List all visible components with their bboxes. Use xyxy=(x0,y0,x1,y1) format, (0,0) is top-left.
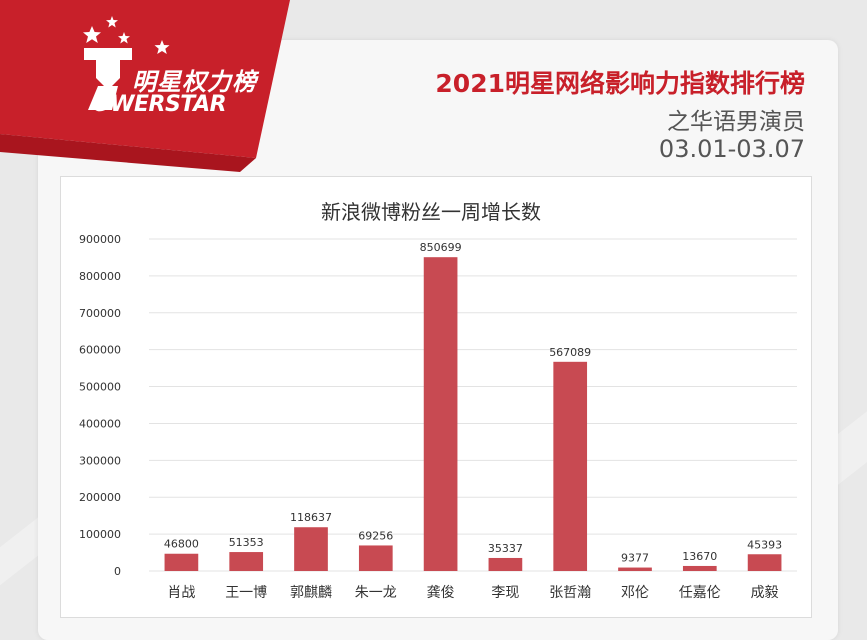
bar xyxy=(358,545,393,571)
logo-english-text: OWERSTAR xyxy=(92,92,227,117)
x-tick-label: 任嘉伦 xyxy=(679,585,721,601)
grid-lines xyxy=(149,238,797,572)
bar xyxy=(488,557,523,571)
date-range: 03.01-03.07 xyxy=(658,135,805,163)
y-tick-label: 0 xyxy=(114,565,121,578)
star-icon xyxy=(83,26,101,43)
y-tick-label: 300000 xyxy=(79,454,121,467)
x-tick-label: 李现 xyxy=(491,585,519,601)
star-icon xyxy=(118,32,130,44)
y-axis: 0 100000 200000 300000 400000 500000 600000 700… xyxy=(79,233,121,578)
bar xyxy=(423,257,458,571)
data-label: 51353 xyxy=(229,536,264,549)
x-tick-label: 龚俊 xyxy=(427,585,455,601)
y-tick-label: 500000 xyxy=(79,381,121,394)
data-label: 35337 xyxy=(488,542,523,555)
y-tick-label: 700000 xyxy=(79,307,121,320)
data-label: 13670 xyxy=(682,550,717,563)
bar xyxy=(164,553,199,571)
y-tick-label: 900000 xyxy=(79,233,121,246)
star-icon xyxy=(154,40,170,54)
powerstar-banner xyxy=(0,0,290,172)
data-label: 118637 xyxy=(290,511,332,524)
x-tick-label: 肖战 xyxy=(167,585,195,601)
x-tick-label: 朱一龙 xyxy=(355,585,397,601)
data-labels: 46800 51353 118637 69256 850699 35337 567089 93… xyxy=(164,241,782,564)
bar xyxy=(682,565,717,571)
x-tick-label: 成毅 xyxy=(751,584,779,601)
bar xyxy=(553,361,588,571)
page-title: 2021明星网络影响力指数排行榜 xyxy=(435,69,805,98)
y-tick-label: 800000 xyxy=(79,270,121,283)
page-subtitle: 之华语男演员 xyxy=(667,109,805,135)
x-tick-label: 郭麒麟 xyxy=(290,584,332,601)
logo-chinese-text: 明星权力榜 xyxy=(132,68,257,96)
x-tick-label: 张哲瀚 xyxy=(549,585,591,601)
bar xyxy=(747,554,782,571)
data-label: 69256 xyxy=(358,529,393,542)
bar xyxy=(618,567,652,571)
y-tick-label: 400000 xyxy=(79,417,121,430)
y-tick-label: 100000 xyxy=(79,528,121,541)
data-label: 46800 xyxy=(164,538,199,551)
data-label: 850699 xyxy=(420,241,462,254)
star-icon xyxy=(106,16,118,28)
data-label: 45393 xyxy=(747,538,782,551)
x-axis: 肖战 王一博 郭麒麟 朱一龙 龚俊 李现 张哲瀚 邓伦 任嘉伦 成毅 xyxy=(167,584,778,601)
trophy-icon xyxy=(84,48,132,110)
bar xyxy=(229,552,264,571)
x-tick-label: 邓伦 xyxy=(621,585,649,601)
data-label: 9377 xyxy=(621,552,649,565)
bars xyxy=(164,257,782,571)
x-tick-label: 王一博 xyxy=(225,584,267,601)
bar xyxy=(294,527,328,571)
data-label: 567089 xyxy=(549,346,591,359)
y-tick-label: 200000 xyxy=(79,491,121,504)
chart-panel: 新浪微博粉丝一周增长数 0 100000 200000 300000 400000 500… xyxy=(60,176,812,618)
bar-chart: 新浪微博粉丝一周增长数 0 100000 200000 300000 400000 500… xyxy=(79,200,797,601)
y-tick-label: 600000 xyxy=(79,344,121,357)
chart-title: 新浪微博粉丝一周增长数 xyxy=(321,200,541,224)
